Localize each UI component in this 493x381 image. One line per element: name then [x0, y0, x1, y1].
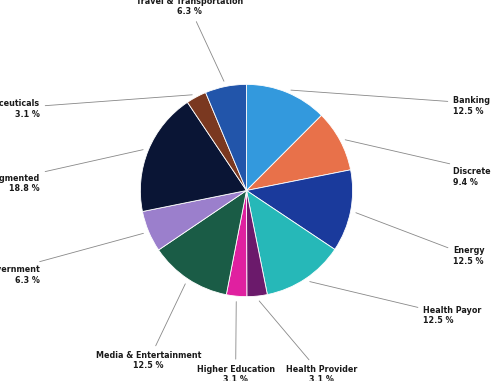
Wedge shape	[141, 102, 246, 211]
Text: Higher Education
3.1 %: Higher Education 3.1 %	[197, 302, 275, 381]
Wedge shape	[246, 190, 267, 297]
Text: Banking & Capital Markets
12.5 %: Banking & Capital Markets 12.5 %	[291, 90, 493, 116]
Text: Pharmaceuticals
3.1 %: Pharmaceuticals 3.1 %	[0, 95, 192, 118]
Wedge shape	[226, 190, 247, 297]
Wedge shape	[187, 93, 246, 190]
Wedge shape	[142, 190, 246, 250]
Text: Health Provider
3.1 %: Health Provider 3.1 %	[259, 301, 357, 381]
Wedge shape	[246, 170, 352, 250]
Wedge shape	[206, 84, 246, 190]
Text: Media & Entertainment
12.5 %: Media & Entertainment 12.5 %	[96, 284, 201, 370]
Text: Discrete Manufacturing
9.4 %: Discrete Manufacturing 9.4 %	[345, 140, 493, 187]
Wedge shape	[159, 190, 246, 295]
Text: Other - Unsegmented
18.8 %: Other - Unsegmented 18.8 %	[0, 150, 143, 194]
Text: Health Payor
12.5 %: Health Payor 12.5 %	[310, 282, 482, 325]
Text: Travel & Transportation
6.3 %: Travel & Transportation 6.3 %	[136, 0, 243, 81]
Wedge shape	[246, 84, 321, 190]
Text: Energy
12.5 %: Energy 12.5 %	[356, 213, 485, 266]
Text: National Government
6.3 %: National Government 6.3 %	[0, 233, 143, 285]
Wedge shape	[246, 115, 351, 190]
Wedge shape	[246, 190, 335, 295]
